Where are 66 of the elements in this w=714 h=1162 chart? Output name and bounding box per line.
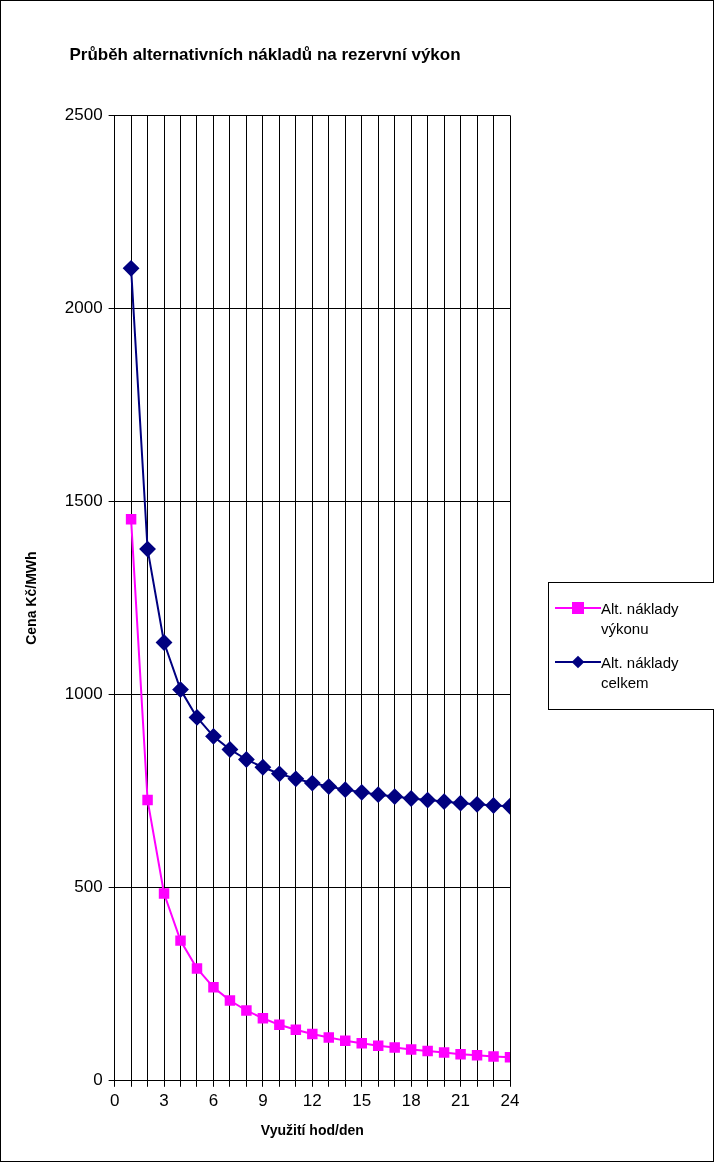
point: [271, 765, 288, 782]
point: [405, 1044, 417, 1055]
point: [386, 788, 403, 805]
point: [123, 260, 140, 277]
y-tick-label: 2500: [64, 105, 103, 125]
point: [320, 778, 337, 795]
x-tick-label: 18: [401, 1090, 421, 1110]
y-tick-label: 1000: [64, 684, 103, 704]
point: [307, 1028, 318, 1040]
y-tick-label: 2000: [64, 298, 103, 318]
point: [370, 786, 387, 803]
point: [323, 1032, 335, 1043]
point: [175, 935, 186, 946]
x-tick-label: 15: [352, 1090, 372, 1110]
x-tick-label: 9: [258, 1090, 268, 1110]
y-tick-label: 1500: [64, 491, 103, 511]
point: [340, 1035, 351, 1046]
point: [485, 797, 502, 814]
point: [403, 790, 420, 807]
x-tick-label: 12: [302, 1090, 322, 1110]
point: [224, 995, 236, 1006]
point: [419, 792, 436, 809]
point: [205, 728, 222, 745]
point: [156, 634, 173, 651]
point: [139, 541, 156, 558]
x-tick-label: 21: [451, 1090, 471, 1110]
point: [290, 1024, 302, 1036]
point: [372, 1040, 384, 1051]
point: [158, 888, 170, 899]
point: [188, 709, 205, 726]
point: [221, 741, 238, 758]
legend-label: Alt. náklady výkonu: [601, 599, 680, 639]
point: [254, 759, 271, 776]
point: [438, 1047, 450, 1058]
point: [436, 793, 453, 810]
point: [455, 1048, 466, 1060]
y-tick-label: 0: [93, 1070, 103, 1090]
x-axis-title: Využití hod/den: [260, 1122, 364, 1139]
x-tick-label: 6: [208, 1090, 219, 1110]
point: [488, 1051, 499, 1062]
point: [241, 1005, 252, 1016]
point: [471, 1050, 483, 1061]
x-tick-label: 3: [159, 1090, 169, 1110]
point: [287, 770, 304, 787]
point: [238, 751, 255, 768]
point: [353, 784, 370, 801]
y-tick-label: 500: [74, 877, 103, 897]
point: [142, 794, 153, 806]
point: [172, 681, 189, 698]
point: [125, 514, 137, 525]
point: [208, 982, 219, 993]
point: [257, 1013, 269, 1024]
x-tick-label: 0: [109, 1090, 120, 1110]
point: [356, 1038, 367, 1049]
point: [389, 1042, 400, 1053]
point: [337, 781, 354, 798]
chart-title: Průběh alternativních nákladů na rezervní výkon: [69, 44, 461, 64]
point: [452, 795, 469, 812]
point: [469, 796, 486, 813]
x-tick-label: 24: [500, 1090, 520, 1110]
point: [304, 775, 321, 792]
y-axis-title: Cena Kč/MWh: [23, 551, 40, 645]
point: [191, 963, 203, 974]
point: [422, 1045, 433, 1057]
legend-label: Alt. náklady celkem: [601, 653, 680, 693]
point: [274, 1019, 285, 1031]
